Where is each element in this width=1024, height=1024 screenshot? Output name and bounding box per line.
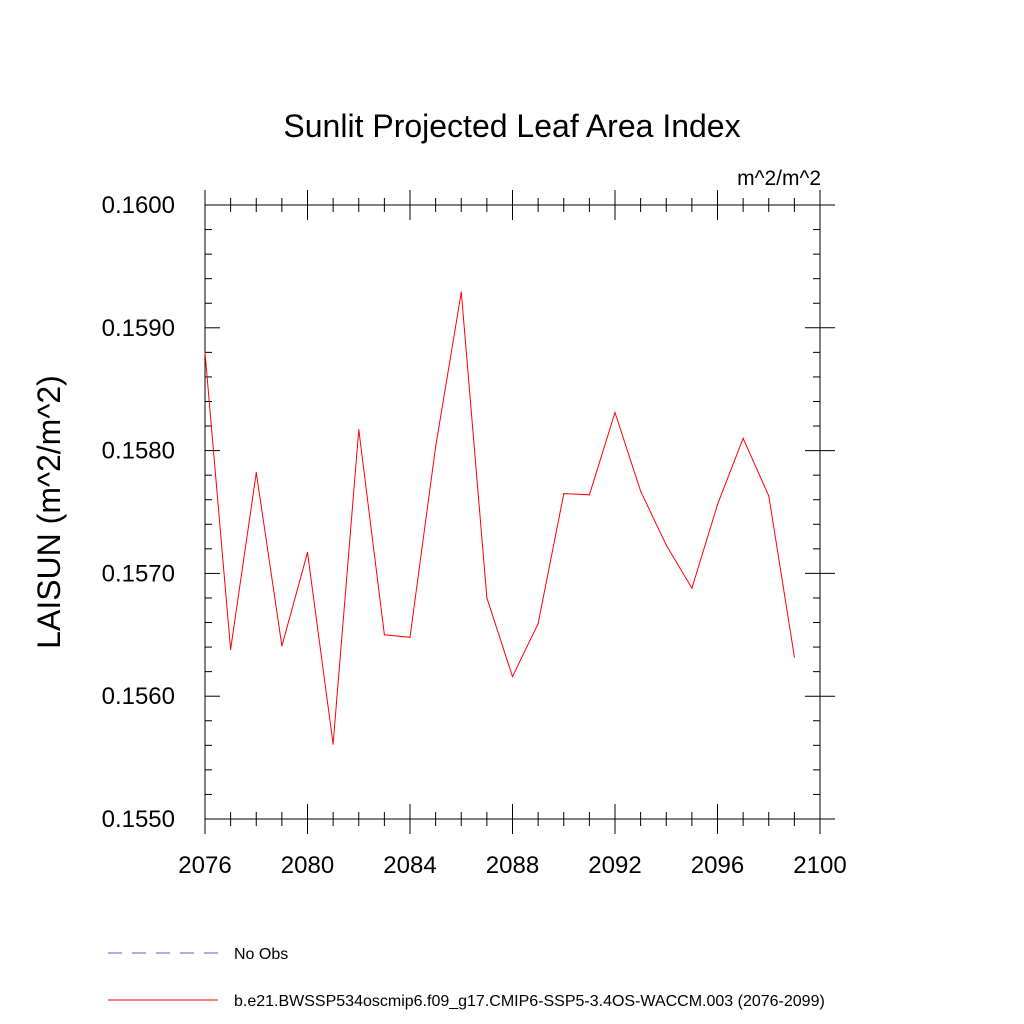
data-point bbox=[383, 634, 385, 636]
y-tick-labels: 0.1550 0.1560 0.1570 0.1580 0.1590 0.1600 bbox=[102, 192, 175, 833]
y-tick-label: 0.1570 bbox=[102, 560, 175, 587]
data-point bbox=[204, 351, 206, 353]
data-point bbox=[793, 656, 795, 658]
units-label: m^2/m^2 bbox=[737, 167, 821, 190]
x-tick-labels: 2076 2080 2084 2088 2092 2096 2100 bbox=[178, 852, 846, 879]
x-tick-label: 2080 bbox=[281, 852, 334, 879]
legend: No Obs b.e21.BWSSP534oscmip6.f09_g17.CMIP… bbox=[108, 946, 825, 1010]
y-tick-label: 0.1580 bbox=[102, 438, 175, 465]
data-point bbox=[435, 446, 437, 448]
x-tick-label: 2092 bbox=[588, 852, 641, 879]
series-line bbox=[204, 292, 795, 745]
plot-frame bbox=[204, 204, 821, 820]
y-tick-label: 0.1550 bbox=[102, 806, 175, 833]
data-point bbox=[511, 675, 514, 678]
data-point bbox=[588, 494, 590, 496]
x-tick-label: 2084 bbox=[383, 852, 436, 879]
data-point bbox=[486, 597, 488, 599]
series-lines bbox=[204, 291, 795, 745]
y-tick-label: 0.1560 bbox=[102, 683, 175, 710]
legend-label: b.e21.BWSSP534oscmip6.f09_g17.CMIP6-SSP5… bbox=[234, 993, 825, 1010]
tick-marks bbox=[204, 190, 835, 834]
data-point bbox=[306, 551, 309, 554]
x-tick-label: 2100 bbox=[793, 852, 846, 879]
data-point bbox=[255, 472, 257, 474]
data-point bbox=[665, 544, 667, 546]
data-point bbox=[768, 495, 770, 497]
data-point bbox=[537, 623, 539, 625]
x-tick-label: 2096 bbox=[691, 852, 744, 879]
data-point bbox=[230, 648, 232, 651]
data-point bbox=[409, 636, 411, 638]
data-point bbox=[563, 492, 565, 495]
data-point bbox=[460, 291, 462, 293]
data-point bbox=[358, 429, 360, 431]
data-point bbox=[332, 743, 334, 745]
y-tick-label: 0.1600 bbox=[102, 192, 175, 219]
x-tick-label: 2088 bbox=[486, 852, 539, 879]
x-tick-label: 2076 bbox=[178, 852, 231, 879]
chart-title: Sunlit Projected Leaf Area Index bbox=[283, 108, 740, 144]
y-tick-label: 0.1590 bbox=[102, 315, 175, 342]
data-point bbox=[691, 587, 693, 589]
data-point bbox=[281, 645, 283, 647]
data-point bbox=[742, 437, 744, 439]
data-point bbox=[716, 504, 719, 506]
legend-label: No Obs bbox=[234, 946, 288, 963]
data-point bbox=[640, 490, 642, 492]
y-axis-label: LAISUN (m^2/m^2) bbox=[31, 375, 67, 649]
data-point bbox=[614, 411, 616, 414]
